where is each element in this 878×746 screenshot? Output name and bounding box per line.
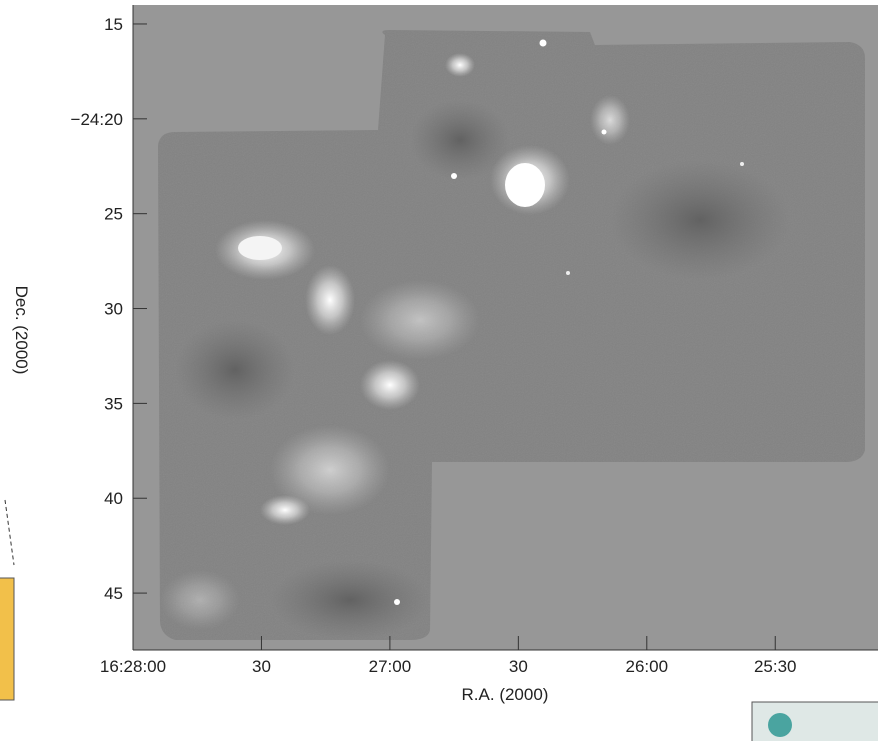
y-tick-label: 15 <box>104 15 123 34</box>
x-tick-label: 27:00 <box>369 657 412 676</box>
x-axis-label: R.A. (2000) <box>462 685 549 704</box>
x-tick-label: 30 <box>252 657 271 676</box>
y-tick-label: −24:20 <box>71 110 123 129</box>
x-tick-label: 30 <box>509 657 528 676</box>
y-tick-label: 45 <box>104 584 123 603</box>
x-tick-label: 16:28:00 <box>100 657 166 676</box>
y-tick-label: 25 <box>104 205 123 224</box>
map-image <box>158 30 866 640</box>
side-decoration <box>0 499 878 746</box>
y-tick-label: 35 <box>104 394 123 413</box>
x-tick-label: 25:30 <box>754 657 797 676</box>
y-axis-label: Dec. (2000) <box>12 286 31 375</box>
y-tick-label: 40 <box>104 489 123 508</box>
y-tick-label: 30 <box>104 300 123 319</box>
x-tick-label: 26:00 <box>626 657 669 676</box>
